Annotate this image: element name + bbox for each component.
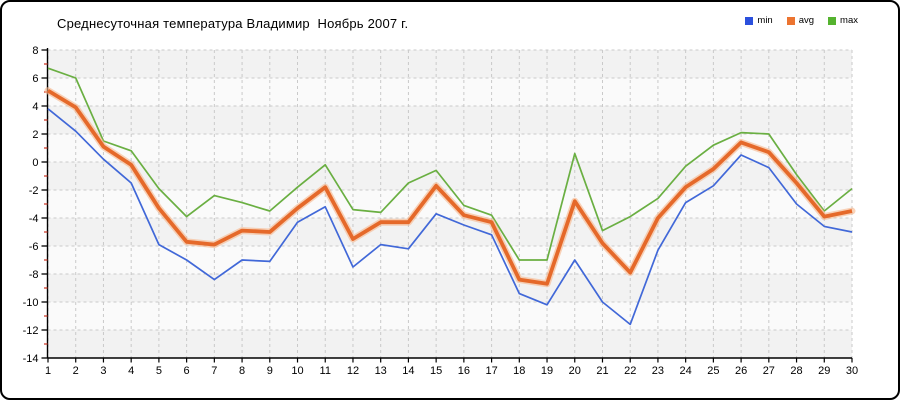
plot-band: [47, 274, 852, 302]
plot-band: [47, 134, 852, 162]
x-tick-label: 19: [541, 365, 553, 377]
x-tick-label: 7: [211, 365, 217, 377]
max-series-line: [47, 67, 853, 261]
x-tick-label: 10: [291, 365, 303, 377]
x-tick-label: 14: [402, 365, 414, 377]
x-tick-label: 13: [375, 365, 387, 377]
x-tick-label: 3: [100, 365, 106, 377]
x-tick-label: 30: [846, 365, 858, 377]
x-tick-label: 22: [624, 365, 636, 377]
y-tick-label: 6: [32, 73, 38, 85]
plot-band: [47, 106, 852, 134]
x-tick-label: 1: [45, 365, 51, 377]
plot-band: [47, 302, 852, 330]
y-tick-label: 8: [32, 45, 38, 57]
legend-item-max: max: [828, 15, 858, 26]
x-tick-label: 18: [513, 365, 525, 377]
legend-item-avg: avg: [786, 15, 815, 26]
y-tick-label: -6: [29, 241, 39, 253]
x-tick-label: 6: [184, 365, 190, 377]
y-tick-label: -14: [23, 353, 39, 365]
x-tick-label: 23: [652, 365, 664, 377]
y-tick-label: -4: [29, 213, 39, 225]
x-tick-label: 15: [430, 365, 442, 377]
x-tick-label: 29: [818, 365, 830, 377]
plot-band: [47, 246, 852, 274]
x-tick-label: 17: [485, 365, 497, 377]
y-tick-label: 2: [32, 129, 38, 141]
chart-title: Среднесуточная температура Владимир Нояб…: [57, 16, 409, 31]
x-tick-label: 11: [320, 365, 331, 377]
x-tick-label: 4: [128, 365, 134, 377]
y-tick-label: -8: [29, 269, 39, 281]
avg-series-line: [47, 88, 853, 286]
plot-band: [47, 50, 852, 78]
legend-item-min: min: [745, 15, 773, 26]
x-tick-label: 9: [267, 365, 273, 377]
y-tick-label: -2: [29, 185, 39, 197]
x-tick-label: 8: [239, 365, 245, 377]
x-tick-label: 20: [569, 365, 581, 377]
plot-band: [47, 330, 852, 358]
max-swatch-icon: [828, 16, 837, 25]
legend-label-min: min: [757, 15, 773, 26]
legend: min avg max: [745, 15, 858, 26]
x-tick-label: 12: [347, 365, 359, 377]
x-tick-label: 21: [596, 365, 608, 377]
y-tick-label: 0: [32, 157, 38, 169]
x-tick-label: 5: [156, 365, 162, 377]
min-series-line: [47, 108, 853, 326]
x-tick-label: 24: [680, 365, 692, 377]
plot-band: [47, 78, 852, 106]
x-tick-label: 28: [790, 365, 802, 377]
y-tick-label: 4: [32, 101, 38, 113]
x-tick-label: 27: [763, 365, 775, 377]
y-tick-label: -10: [23, 297, 39, 309]
x-tick-label: 2: [73, 365, 79, 377]
x-tick-label: 25: [707, 365, 719, 377]
avg-swatch-icon: [786, 16, 795, 25]
x-tick-label: 26: [735, 365, 747, 377]
x-tick-label: 16: [458, 365, 470, 377]
legend-label-max: max: [840, 15, 858, 26]
legend-label-avg: avg: [798, 15, 815, 26]
y-tick-label: -12: [23, 325, 39, 337]
min-swatch-icon: [745, 16, 754, 25]
